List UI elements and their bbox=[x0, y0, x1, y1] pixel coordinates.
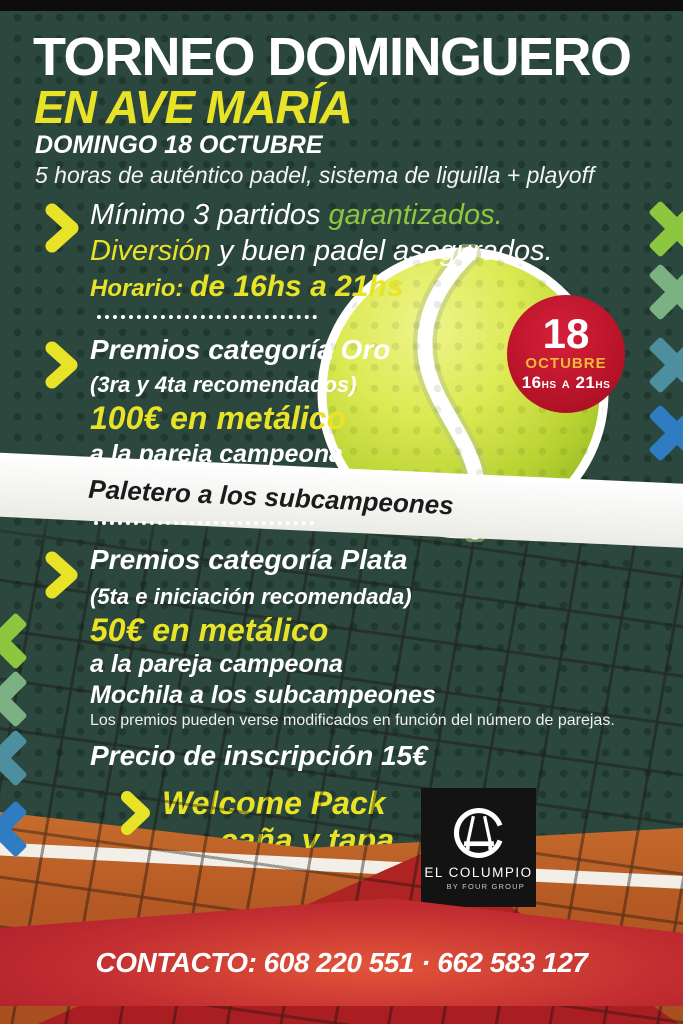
x-cross-icon bbox=[0, 612, 28, 670]
intro-line-2: Diversión y buen padel asegurados. bbox=[90, 233, 650, 269]
top-black-bar bbox=[0, 0, 683, 11]
el-columpio-logo: EL COLUMPIO BY FOUR GROUP bbox=[421, 788, 536, 907]
intro-line-1-text: Mínimo 3 partidos bbox=[90, 199, 329, 231]
x-cross-icon bbox=[648, 336, 683, 394]
schedule-value: de 16hs a 21hs bbox=[190, 270, 404, 303]
entry-fee: Precio de inscripción 15€ bbox=[90, 740, 428, 771]
chevron-right-icon bbox=[121, 791, 150, 835]
logo-name: EL COLUMPIO bbox=[424, 864, 533, 880]
silver-runner-up-prize: Mochila a los subcampeones bbox=[90, 681, 436, 709]
x-cross-icon bbox=[0, 800, 28, 858]
contact-line: CONTACTO: 608 220 551 · 662 583 127 bbox=[96, 947, 588, 979]
poster-date: DOMINGO 18 OCTUBRE bbox=[35, 131, 323, 159]
gold-heading: Premios categoría Oro bbox=[90, 334, 391, 365]
prizes-disclaimer: Los premios pueden verse modificados en … bbox=[90, 712, 615, 729]
badge-time-end-unit: HS bbox=[595, 380, 611, 392]
contact-numbers: 608 220 551 · 662 583 127 bbox=[263, 947, 588, 978]
badge-time-start: 16 bbox=[521, 373, 542, 393]
intro-guaranteed-highlight: garantizados. bbox=[328, 199, 503, 231]
silver-prize-target: a la pareja campeona bbox=[90, 650, 343, 678]
badge-month: OCTUBRE bbox=[525, 355, 607, 373]
badge-day: 18 bbox=[542, 309, 590, 357]
silver-subheading: (5ta e iniciación recomendada) bbox=[90, 584, 412, 609]
x-cross-icon bbox=[0, 670, 28, 728]
x-cross-icon bbox=[648, 404, 683, 462]
gold-subheading: (3ra y 4ta recomendados) bbox=[90, 372, 357, 397]
x-cross-icon bbox=[648, 200, 683, 258]
intro-line-2-text: y buen padel asegurados. bbox=[210, 235, 553, 267]
gold-runner-up-prize: Paletero a los subcampeones bbox=[87, 473, 455, 520]
dotted-separator bbox=[94, 521, 314, 525]
badge-time-start-unit: HS bbox=[541, 380, 557, 392]
badge-time: 16HS A 21HS bbox=[522, 373, 611, 393]
x-cross-icon bbox=[648, 263, 683, 321]
chevron-right-icon bbox=[45, 341, 78, 389]
intro-fun-highlight: Diversión bbox=[90, 235, 211, 267]
silver-prize: 50€ en metálico bbox=[90, 612, 329, 648]
x-cross-icon bbox=[0, 729, 28, 787]
badge-time-end: 21 bbox=[575, 373, 596, 393]
contact-label: CONTACTO: bbox=[95, 947, 264, 978]
welcome-pack-line1: Welcome Pack bbox=[162, 785, 386, 821]
chevron-right-icon bbox=[45, 551, 78, 599]
poster-title: TORNEO DOMINGUERO bbox=[33, 27, 632, 87]
silver-heading: Premios categoría Plata bbox=[90, 544, 408, 575]
schedule-label: Horario: bbox=[90, 275, 191, 302]
poster-tagline: 5 horas de auténtico padel, sistema de l… bbox=[35, 162, 595, 188]
schedule-line: Horario: de 16hs a 21hs bbox=[90, 269, 650, 307]
gold-prize-target: a la pareja campeona bbox=[90, 440, 343, 468]
poster-location: EN AVE MARÍA bbox=[34, 81, 353, 133]
intro-text: Mínimo 3 partidos garantizados. Diversió… bbox=[90, 197, 650, 307]
swing-icon bbox=[453, 807, 502, 858]
logo-tagline: BY FOUR GROUP bbox=[446, 881, 525, 891]
badge-time-separator: A bbox=[561, 379, 571, 392]
intro-line-1: Mínimo 3 partidos garantizados. bbox=[90, 197, 650, 233]
dotted-separator bbox=[97, 315, 317, 319]
gold-prize: 100€ en metálico bbox=[90, 400, 347, 436]
chevron-right-icon bbox=[45, 203, 79, 253]
date-badge: 18 OCTUBRE 16HS A 21HS bbox=[507, 295, 625, 413]
